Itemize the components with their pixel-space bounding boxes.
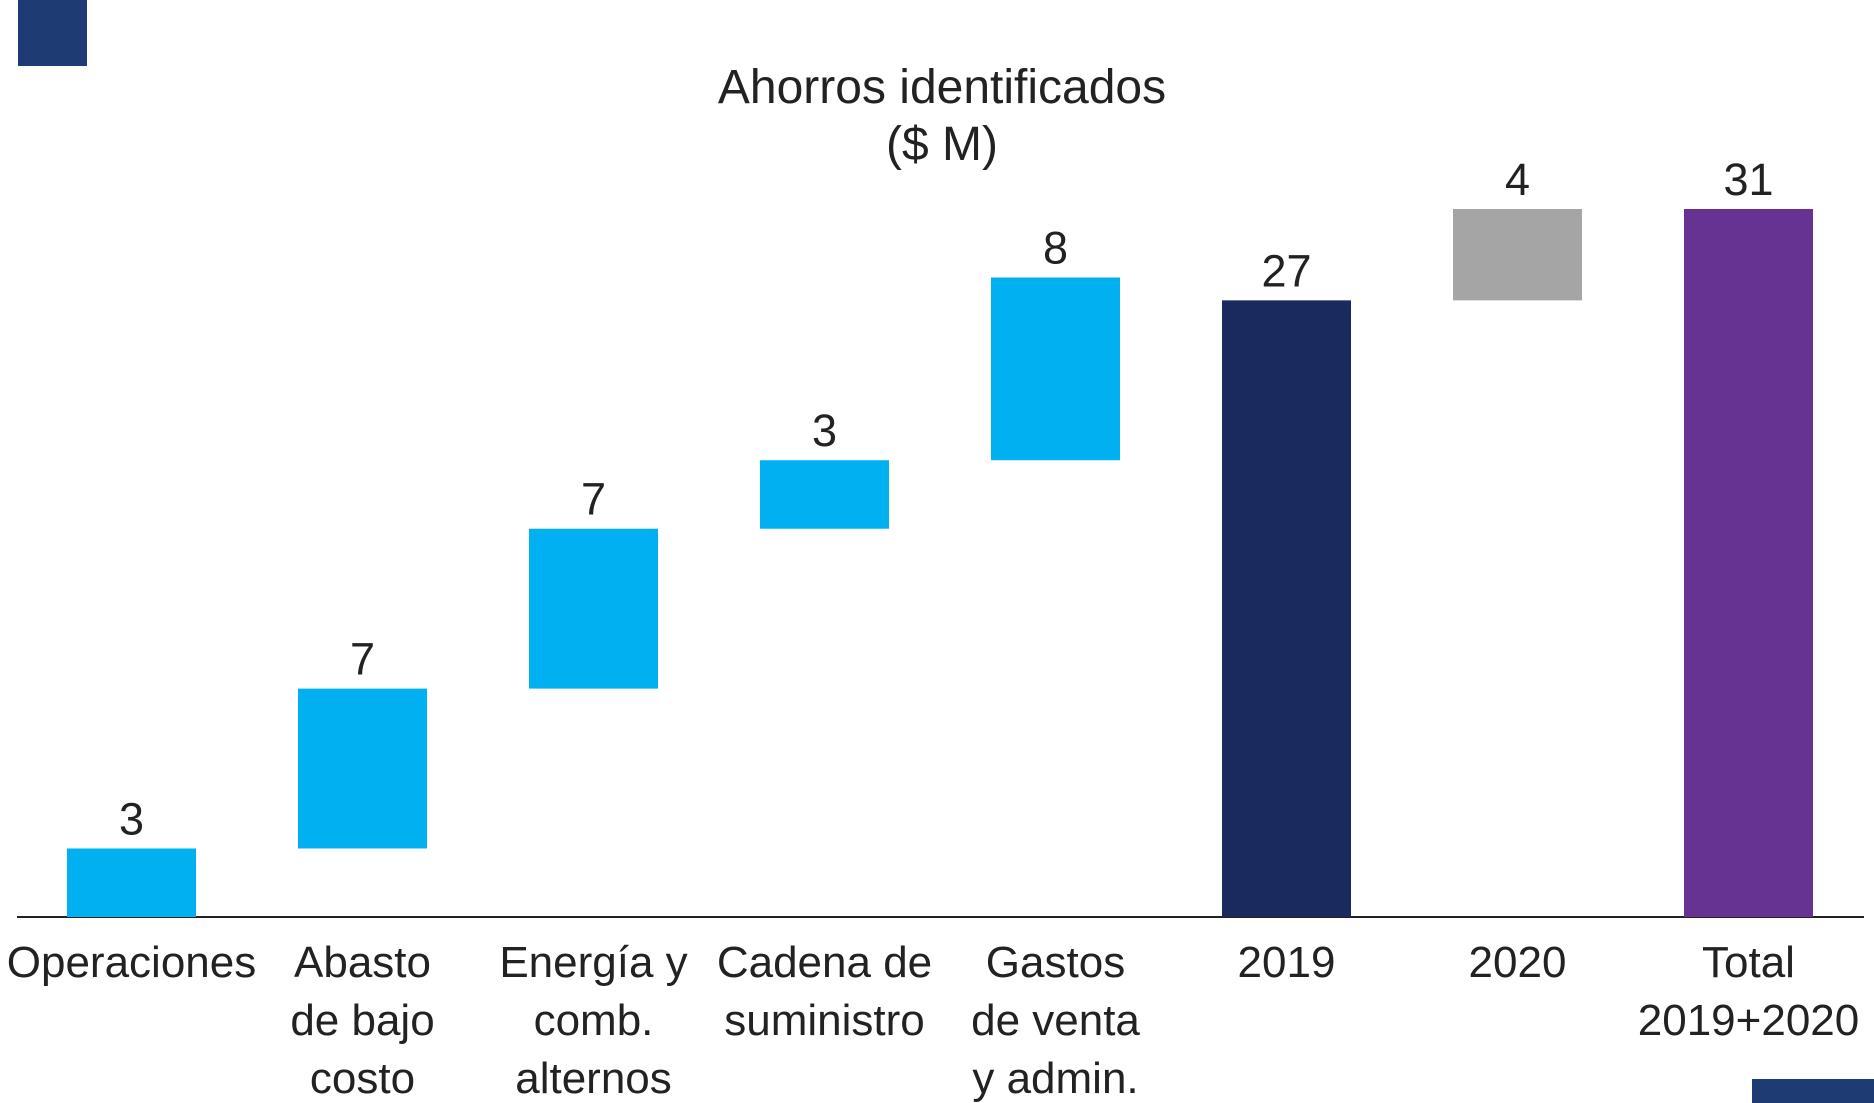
label-line: y admin. (972, 1054, 1138, 1103)
value-label: 27 (1261, 245, 1311, 296)
label-line: costo (310, 1054, 415, 1103)
value-label: 31 (1723, 154, 1773, 205)
x-tick-label: Abasto de bajo costo (290, 938, 434, 1103)
chart-subtitle: ($ M) (886, 118, 998, 171)
label-line: de bajo (290, 996, 434, 1045)
x-tick-label: Total 2019+2020 (1638, 938, 1859, 1045)
bar (991, 277, 1120, 461)
bar (1222, 300, 1351, 917)
label-line: de venta (971, 996, 1140, 1045)
x-tick-label: 2020 (1469, 938, 1567, 987)
value-label: 7 (581, 474, 606, 525)
chart-title: Ahorros identificados (718, 61, 1166, 114)
bar (1453, 209, 1582, 301)
value-label: 4 (1505, 154, 1530, 205)
x-tick-label: Operaciones (7, 938, 256, 987)
label-line: Operaciones (7, 938, 256, 987)
value-label: 7 (350, 634, 375, 685)
x-tick-label: Gastos de venta y admin. (971, 938, 1140, 1103)
label-line: Energía y (499, 938, 687, 987)
value-label: 3 (119, 793, 144, 844)
label-line: Total (1702, 938, 1795, 987)
label-line: Abasto (294, 938, 431, 987)
label-line: Cadena de (717, 938, 932, 987)
x-tick-label: 2019 (1238, 938, 1336, 987)
x-tick-label: Cadena de suministro (717, 938, 932, 1045)
label-line: comb. (534, 996, 654, 1045)
x-tick-label: Energía y comb. alternos (499, 938, 687, 1103)
corner-decoration (1752, 1079, 1874, 1103)
label-line: alternos (515, 1054, 672, 1103)
bar (529, 528, 658, 689)
corner-decoration (18, 0, 87, 66)
value-label: 3 (812, 405, 837, 456)
label-line: suministro (724, 996, 925, 1045)
bar (298, 688, 427, 849)
label-line: 2019+2020 (1638, 996, 1859, 1045)
value-label: 8 (1043, 223, 1068, 274)
label-line: 2020 (1469, 938, 1567, 987)
bar (760, 460, 889, 529)
label-line: Gastos (986, 938, 1125, 987)
label-line: 2019 (1238, 938, 1336, 987)
bar (1684, 209, 1813, 917)
bar (67, 848, 196, 917)
